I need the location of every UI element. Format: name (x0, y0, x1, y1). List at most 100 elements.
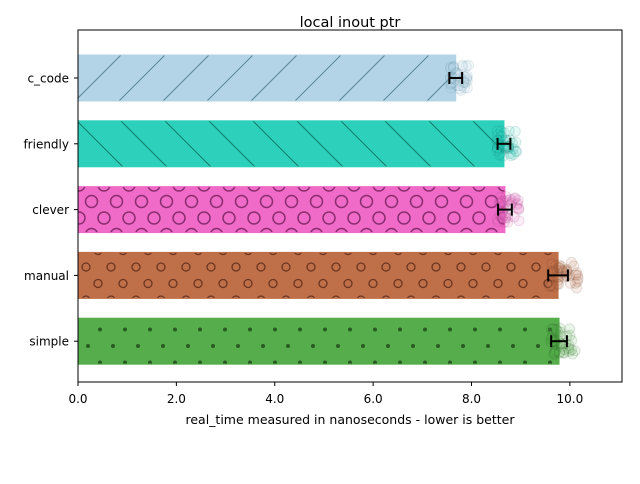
sample-point (450, 68, 462, 80)
sample-point (458, 76, 470, 88)
sample-point (558, 347, 570, 359)
sample-point (569, 345, 581, 357)
sample-point (554, 347, 566, 359)
x-tick-label: 0.0 (68, 392, 87, 406)
sample-point (550, 345, 562, 357)
x-axis-label: real_time measured in nanoseconds - lowe… (185, 412, 515, 427)
sample-point (498, 216, 510, 228)
sample-point (553, 262, 565, 274)
sample-point (445, 61, 457, 73)
x-tick-label: 10.0 (557, 392, 584, 406)
sample-point (553, 346, 565, 358)
sample-point (492, 216, 504, 228)
sample-point (500, 212, 512, 224)
sample-point (460, 60, 472, 72)
sample-point (512, 194, 524, 206)
sample-point (547, 323, 559, 335)
sample-point (564, 323, 576, 335)
sample-point (548, 281, 560, 293)
error-bar-clever (497, 203, 513, 216)
bar-clever (77, 186, 506, 234)
sample-point (491, 125, 503, 137)
sample-point (494, 191, 506, 203)
sample-point (544, 280, 556, 292)
error-bar-c_code (448, 72, 464, 84)
error-bar-manual (547, 269, 569, 282)
sample-point (550, 328, 562, 340)
sample-point (566, 344, 578, 356)
x-tick-label: 8.0 (462, 392, 481, 406)
sample-point (505, 150, 517, 162)
sample-point (568, 260, 580, 272)
sample-point (549, 346, 561, 358)
sample-point (448, 60, 460, 72)
sample-point (495, 125, 507, 137)
sample-point (454, 83, 466, 95)
sample-point (510, 145, 522, 157)
chart-title: local inout ptr (300, 15, 401, 31)
bar-simple (77, 317, 560, 365)
sample-point (508, 211, 520, 223)
sample-point (553, 278, 565, 290)
sample-point (445, 82, 457, 94)
sample-point (502, 216, 514, 228)
sample-point (567, 348, 579, 360)
sample-point (459, 82, 471, 94)
sample-point (501, 196, 513, 208)
y-tick-label: simple (29, 335, 69, 349)
sample-point (553, 259, 565, 271)
sample-point (493, 149, 505, 161)
sample-point (513, 202, 525, 214)
sample-point (507, 149, 519, 161)
sample-point (545, 279, 557, 291)
sample-point (553, 271, 565, 283)
y-tick-label: friendly (23, 137, 69, 151)
sample-point (509, 192, 521, 204)
sample-point (508, 193, 520, 205)
sample-point (500, 210, 512, 222)
sample-point (563, 345, 575, 357)
sample-point (556, 260, 568, 272)
sample-point (551, 325, 563, 337)
sample-point (497, 150, 509, 162)
sample-point (457, 61, 469, 73)
sample-point (513, 203, 525, 215)
sample-point (501, 210, 513, 222)
sample-point (447, 62, 459, 74)
sample-point (503, 125, 515, 137)
sample-point (461, 82, 473, 94)
plot-frame (77, 29, 623, 383)
sample-point (551, 278, 563, 290)
sample-point (498, 127, 510, 139)
sample-point (554, 322, 566, 334)
sample-point (446, 77, 458, 89)
sample-point (569, 277, 581, 289)
sample-point (493, 197, 505, 209)
sample-point (556, 340, 568, 352)
sample-point (502, 212, 514, 224)
sample-point (498, 209, 510, 221)
sample-point (570, 269, 582, 281)
sample-point (509, 125, 521, 137)
sample-point (451, 79, 463, 91)
sample-point (494, 147, 506, 159)
sample-point (558, 347, 570, 359)
sample-point (496, 197, 508, 209)
sample-point (571, 267, 583, 279)
sample-point (545, 280, 557, 292)
x-tick-label: 4.0 (265, 392, 284, 406)
sample-point (571, 282, 583, 294)
sample-point (495, 130, 507, 142)
sample-point (511, 146, 523, 158)
sample-point (546, 323, 558, 335)
sample-point (550, 323, 562, 335)
sample-point (550, 260, 562, 272)
sample-point (444, 63, 456, 75)
sample-point (566, 256, 578, 268)
error-bar-friendly (496, 137, 512, 150)
sample-point (456, 59, 468, 71)
sample-point (504, 194, 516, 206)
sample-point (548, 348, 560, 360)
sample-point (548, 347, 560, 359)
sample-point (447, 61, 459, 73)
